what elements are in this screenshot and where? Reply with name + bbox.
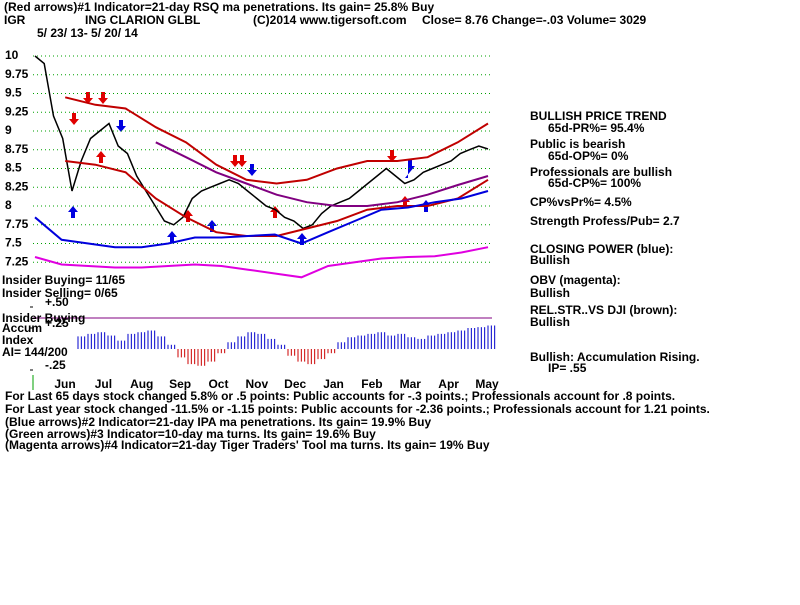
x-tick-label: May xyxy=(475,377,499,391)
header-line: (Red arrows)#1 Indicator=21-day RSQ ma p… xyxy=(4,0,434,14)
footer-line: (Blue arrows)#2 Indicator=21-day IPA ma … xyxy=(5,415,431,429)
side-label: IP= .55 xyxy=(548,361,587,375)
y-tick-label: 7.75 xyxy=(5,217,29,231)
x-tick-label: Jul xyxy=(95,377,112,391)
x-tick-label: Aug xyxy=(130,377,153,391)
x-tick-label: Feb xyxy=(361,377,382,391)
series-line xyxy=(34,190,489,249)
series-line xyxy=(34,55,489,230)
side-label: Bullish xyxy=(530,315,570,329)
series-line xyxy=(34,246,489,279)
quote: Close= 8.76 Change=-.03 Volume= 3029 xyxy=(422,13,647,27)
footer-line: For Last 65 days stock changed 5.8% or .… xyxy=(5,389,675,403)
side-label: Bullish xyxy=(530,286,570,300)
x-tick-label: Nov xyxy=(245,377,268,391)
stock-name: ING CLARION GLBL xyxy=(85,13,200,27)
date-range: 5/ 23/ 13- 5/ 20/ 14 xyxy=(37,26,138,40)
y-tick-label: 10 xyxy=(5,48,19,62)
y-tick-label: 9.75 xyxy=(5,67,29,81)
y-tick-label: +.50 xyxy=(45,295,69,309)
y-tick-label: 7.5 xyxy=(5,236,22,250)
x-tick-label: Oct xyxy=(208,377,228,391)
series-line xyxy=(64,96,489,185)
side-label: Public is bearish xyxy=(530,137,625,151)
side-label: Professionals are bullish xyxy=(530,165,672,179)
red-arrows xyxy=(69,92,410,222)
series-line xyxy=(155,141,489,207)
side-label: BULLISH PRICE TREND xyxy=(530,109,667,123)
left-label: AI= 144/200 xyxy=(2,345,68,359)
left-label: Insider Buying= 11/65 xyxy=(2,273,125,287)
x-tick-label: Jun xyxy=(54,377,75,391)
y-tick-label: 8 xyxy=(5,198,12,212)
footer-line: (Green arrows)#3 Indicator=10-day ma tur… xyxy=(5,427,376,441)
footer-line: For Last year stock changed -11.5% or -1… xyxy=(5,402,710,416)
left-label: Index xyxy=(2,333,34,347)
side-label: CP%vsPr%= 4.5% xyxy=(530,195,632,209)
x-tick-label: Jan xyxy=(323,377,344,391)
x-tick-label: Sep xyxy=(169,377,191,391)
y-tick-label: 8.75 xyxy=(5,142,29,156)
y-tick-label: 7.25 xyxy=(5,254,29,268)
side-label: 65d-CP%= 100% xyxy=(548,176,641,190)
side-label: REL.STR..VS DJI (brown): xyxy=(530,303,677,317)
y-tick-label: -.25 xyxy=(45,358,66,372)
y-tick-label: 9 xyxy=(5,123,12,137)
side-label: Strength Profess/Pub= 2.7 xyxy=(530,214,680,228)
y-tick-label: 8.25 xyxy=(5,179,29,193)
blue-arrows xyxy=(68,120,431,245)
x-tick-label: Apr xyxy=(438,377,459,391)
side-label: Bullish: Accumulation Rising. xyxy=(530,350,700,364)
left-label: Insider Selling= 0/65 xyxy=(2,286,118,300)
x-tick-label: Mar xyxy=(400,377,422,391)
x-tick-label: Dec xyxy=(284,377,306,391)
y-tick-label: +.25 xyxy=(45,316,69,330)
symbol: IGR xyxy=(4,13,26,27)
side-label: CLOSING POWER (blue): xyxy=(530,242,673,256)
y-tick-label: 8.5 xyxy=(5,161,22,175)
side-label: Bullish xyxy=(530,253,570,267)
side-label: 65d-OP%= 0% xyxy=(548,149,629,163)
left-label: Insider Buying xyxy=(2,311,85,325)
side-label: 65d-PR%= 95.4% xyxy=(548,121,645,135)
side-label: OBV (magenta): xyxy=(530,273,621,287)
y-tick-label: 9.25 xyxy=(5,104,29,118)
footer-line: (Magenta arrows)#4 Indicator=21-day Tige… xyxy=(5,438,490,452)
copyright: (C)2014 www.tigersoft.com xyxy=(253,13,407,27)
left-label: Accum xyxy=(2,321,42,335)
y-tick-label: 9.5 xyxy=(5,86,22,100)
